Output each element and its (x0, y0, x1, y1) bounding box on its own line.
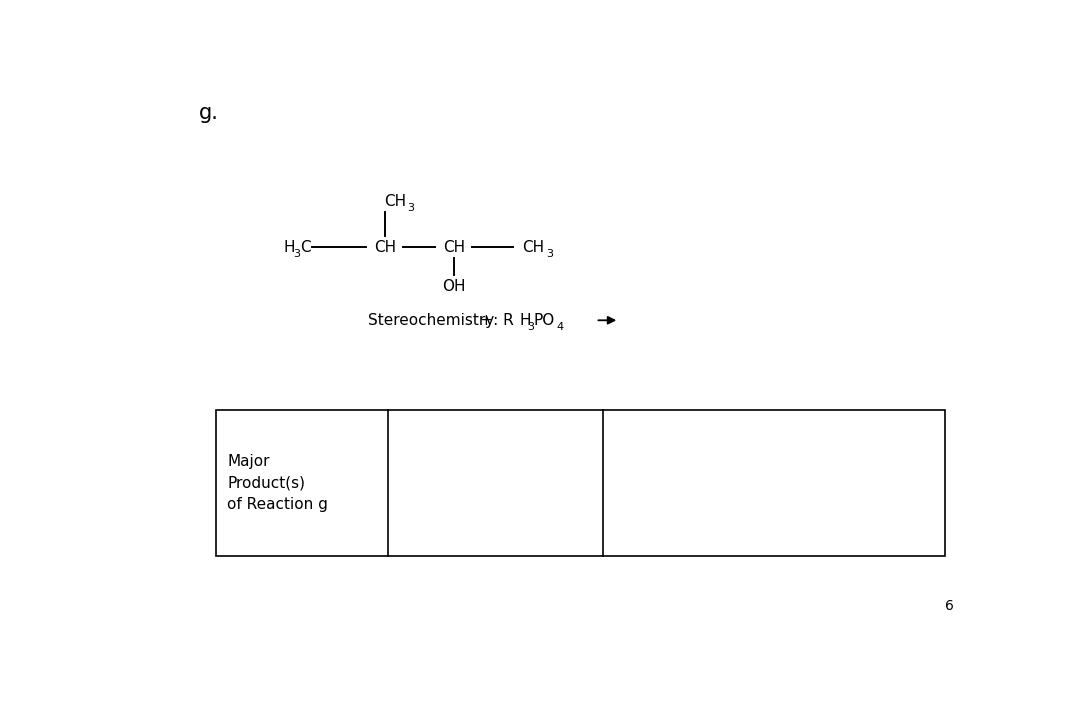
Text: C: C (300, 239, 311, 255)
Bar (217, 410, 945, 556)
Text: CH: CH (373, 239, 396, 255)
Text: CH: CH (443, 239, 465, 255)
Text: CH: CH (384, 194, 406, 208)
Text: 4: 4 (557, 322, 564, 332)
Text: 6: 6 (945, 599, 954, 613)
Text: H: H (520, 313, 531, 328)
Text: OH: OH (442, 279, 466, 294)
Text: Major
Product(s)
of Reaction g: Major Product(s) of Reaction g (227, 454, 327, 512)
Text: H: H (284, 239, 295, 255)
Text: g.: g. (199, 103, 219, 123)
Text: +: + (480, 313, 492, 328)
Text: 3: 3 (546, 249, 553, 259)
Text: 3: 3 (408, 203, 415, 213)
Text: CH: CH (522, 239, 544, 255)
Text: 3: 3 (528, 322, 534, 332)
Text: PO: PO (533, 313, 555, 328)
Text: 3: 3 (293, 249, 300, 259)
Text: Stereochemistry: R: Stereochemistry: R (368, 313, 514, 328)
